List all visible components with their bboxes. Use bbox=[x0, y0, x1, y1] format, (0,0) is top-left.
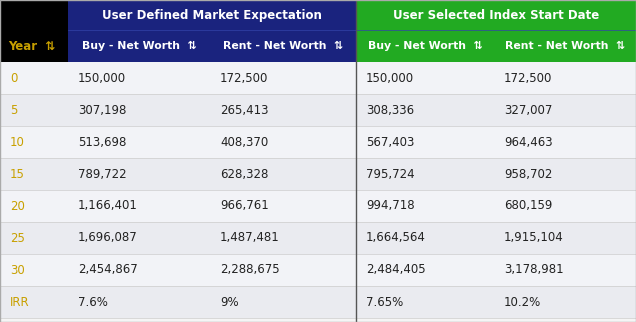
Text: 789,722: 789,722 bbox=[78, 167, 127, 181]
Bar bbox=[0, 222, 636, 254]
Text: Rent - Net Worth  ⇅: Rent - Net Worth ⇅ bbox=[505, 41, 625, 51]
Text: User Defined Market Expectation: User Defined Market Expectation bbox=[102, 8, 322, 22]
Text: 795,724: 795,724 bbox=[366, 167, 415, 181]
Text: 327,007: 327,007 bbox=[504, 103, 553, 117]
Bar bbox=[210, 30, 356, 62]
Text: 966,761: 966,761 bbox=[220, 200, 269, 213]
Bar bbox=[356, 0, 636, 30]
Bar bbox=[68, 30, 210, 62]
Text: 20: 20 bbox=[10, 200, 25, 213]
Text: 265,413: 265,413 bbox=[220, 103, 268, 117]
Text: 513,698: 513,698 bbox=[78, 136, 127, 148]
Text: 958,702: 958,702 bbox=[504, 167, 553, 181]
Text: Year  ⇅: Year ⇅ bbox=[8, 40, 55, 52]
Text: 3,178,981: 3,178,981 bbox=[504, 263, 563, 277]
Text: 25: 25 bbox=[10, 232, 25, 244]
Bar bbox=[494, 30, 636, 62]
Bar bbox=[68, 0, 356, 30]
Text: 567,403: 567,403 bbox=[366, 136, 415, 148]
Bar bbox=[0, 286, 636, 318]
Text: 7.65%: 7.65% bbox=[366, 296, 403, 308]
Text: 964,463: 964,463 bbox=[504, 136, 553, 148]
Text: User Selected Index Start Date: User Selected Index Start Date bbox=[393, 8, 599, 22]
Text: 172,500: 172,500 bbox=[504, 71, 553, 84]
Bar bbox=[0, 254, 636, 286]
Text: 1,664,564: 1,664,564 bbox=[366, 232, 426, 244]
Bar bbox=[0, 158, 636, 190]
Bar bbox=[0, 62, 636, 94]
Text: IRR: IRR bbox=[10, 296, 30, 308]
Text: 1,915,104: 1,915,104 bbox=[504, 232, 563, 244]
Text: 0: 0 bbox=[10, 71, 17, 84]
Text: Buy - Net Worth  ⇅: Buy - Net Worth ⇅ bbox=[368, 41, 482, 51]
Bar bbox=[0, 190, 636, 222]
Text: Buy - Net Worth  ⇅: Buy - Net Worth ⇅ bbox=[81, 41, 197, 51]
Text: 628,328: 628,328 bbox=[220, 167, 268, 181]
Bar bbox=[0, 94, 636, 126]
Text: 408,370: 408,370 bbox=[220, 136, 268, 148]
Text: 9%: 9% bbox=[220, 296, 238, 308]
Bar bbox=[0, 126, 636, 158]
Text: 172,500: 172,500 bbox=[220, 71, 268, 84]
Text: 30: 30 bbox=[10, 263, 25, 277]
Text: 7.6%: 7.6% bbox=[78, 296, 108, 308]
Text: 150,000: 150,000 bbox=[78, 71, 126, 84]
Text: 1,166,401: 1,166,401 bbox=[78, 200, 138, 213]
Text: 308,336: 308,336 bbox=[366, 103, 414, 117]
Text: 10.2%: 10.2% bbox=[504, 296, 541, 308]
Text: 307,198: 307,198 bbox=[78, 103, 127, 117]
Text: 2,288,675: 2,288,675 bbox=[220, 263, 280, 277]
Text: 10: 10 bbox=[10, 136, 25, 148]
Text: 1,487,481: 1,487,481 bbox=[220, 232, 280, 244]
Text: 1,696,087: 1,696,087 bbox=[78, 232, 138, 244]
Text: 150,000: 150,000 bbox=[366, 71, 414, 84]
Bar bbox=[0, 0, 68, 62]
Text: 15: 15 bbox=[10, 167, 25, 181]
Text: 2,484,405: 2,484,405 bbox=[366, 263, 425, 277]
Text: 680,159: 680,159 bbox=[504, 200, 553, 213]
Text: 5: 5 bbox=[10, 103, 17, 117]
Bar bbox=[356, 30, 494, 62]
Text: 994,718: 994,718 bbox=[366, 200, 415, 213]
Text: 2,454,867: 2,454,867 bbox=[78, 263, 138, 277]
Text: Rent - Net Worth  ⇅: Rent - Net Worth ⇅ bbox=[223, 41, 343, 51]
